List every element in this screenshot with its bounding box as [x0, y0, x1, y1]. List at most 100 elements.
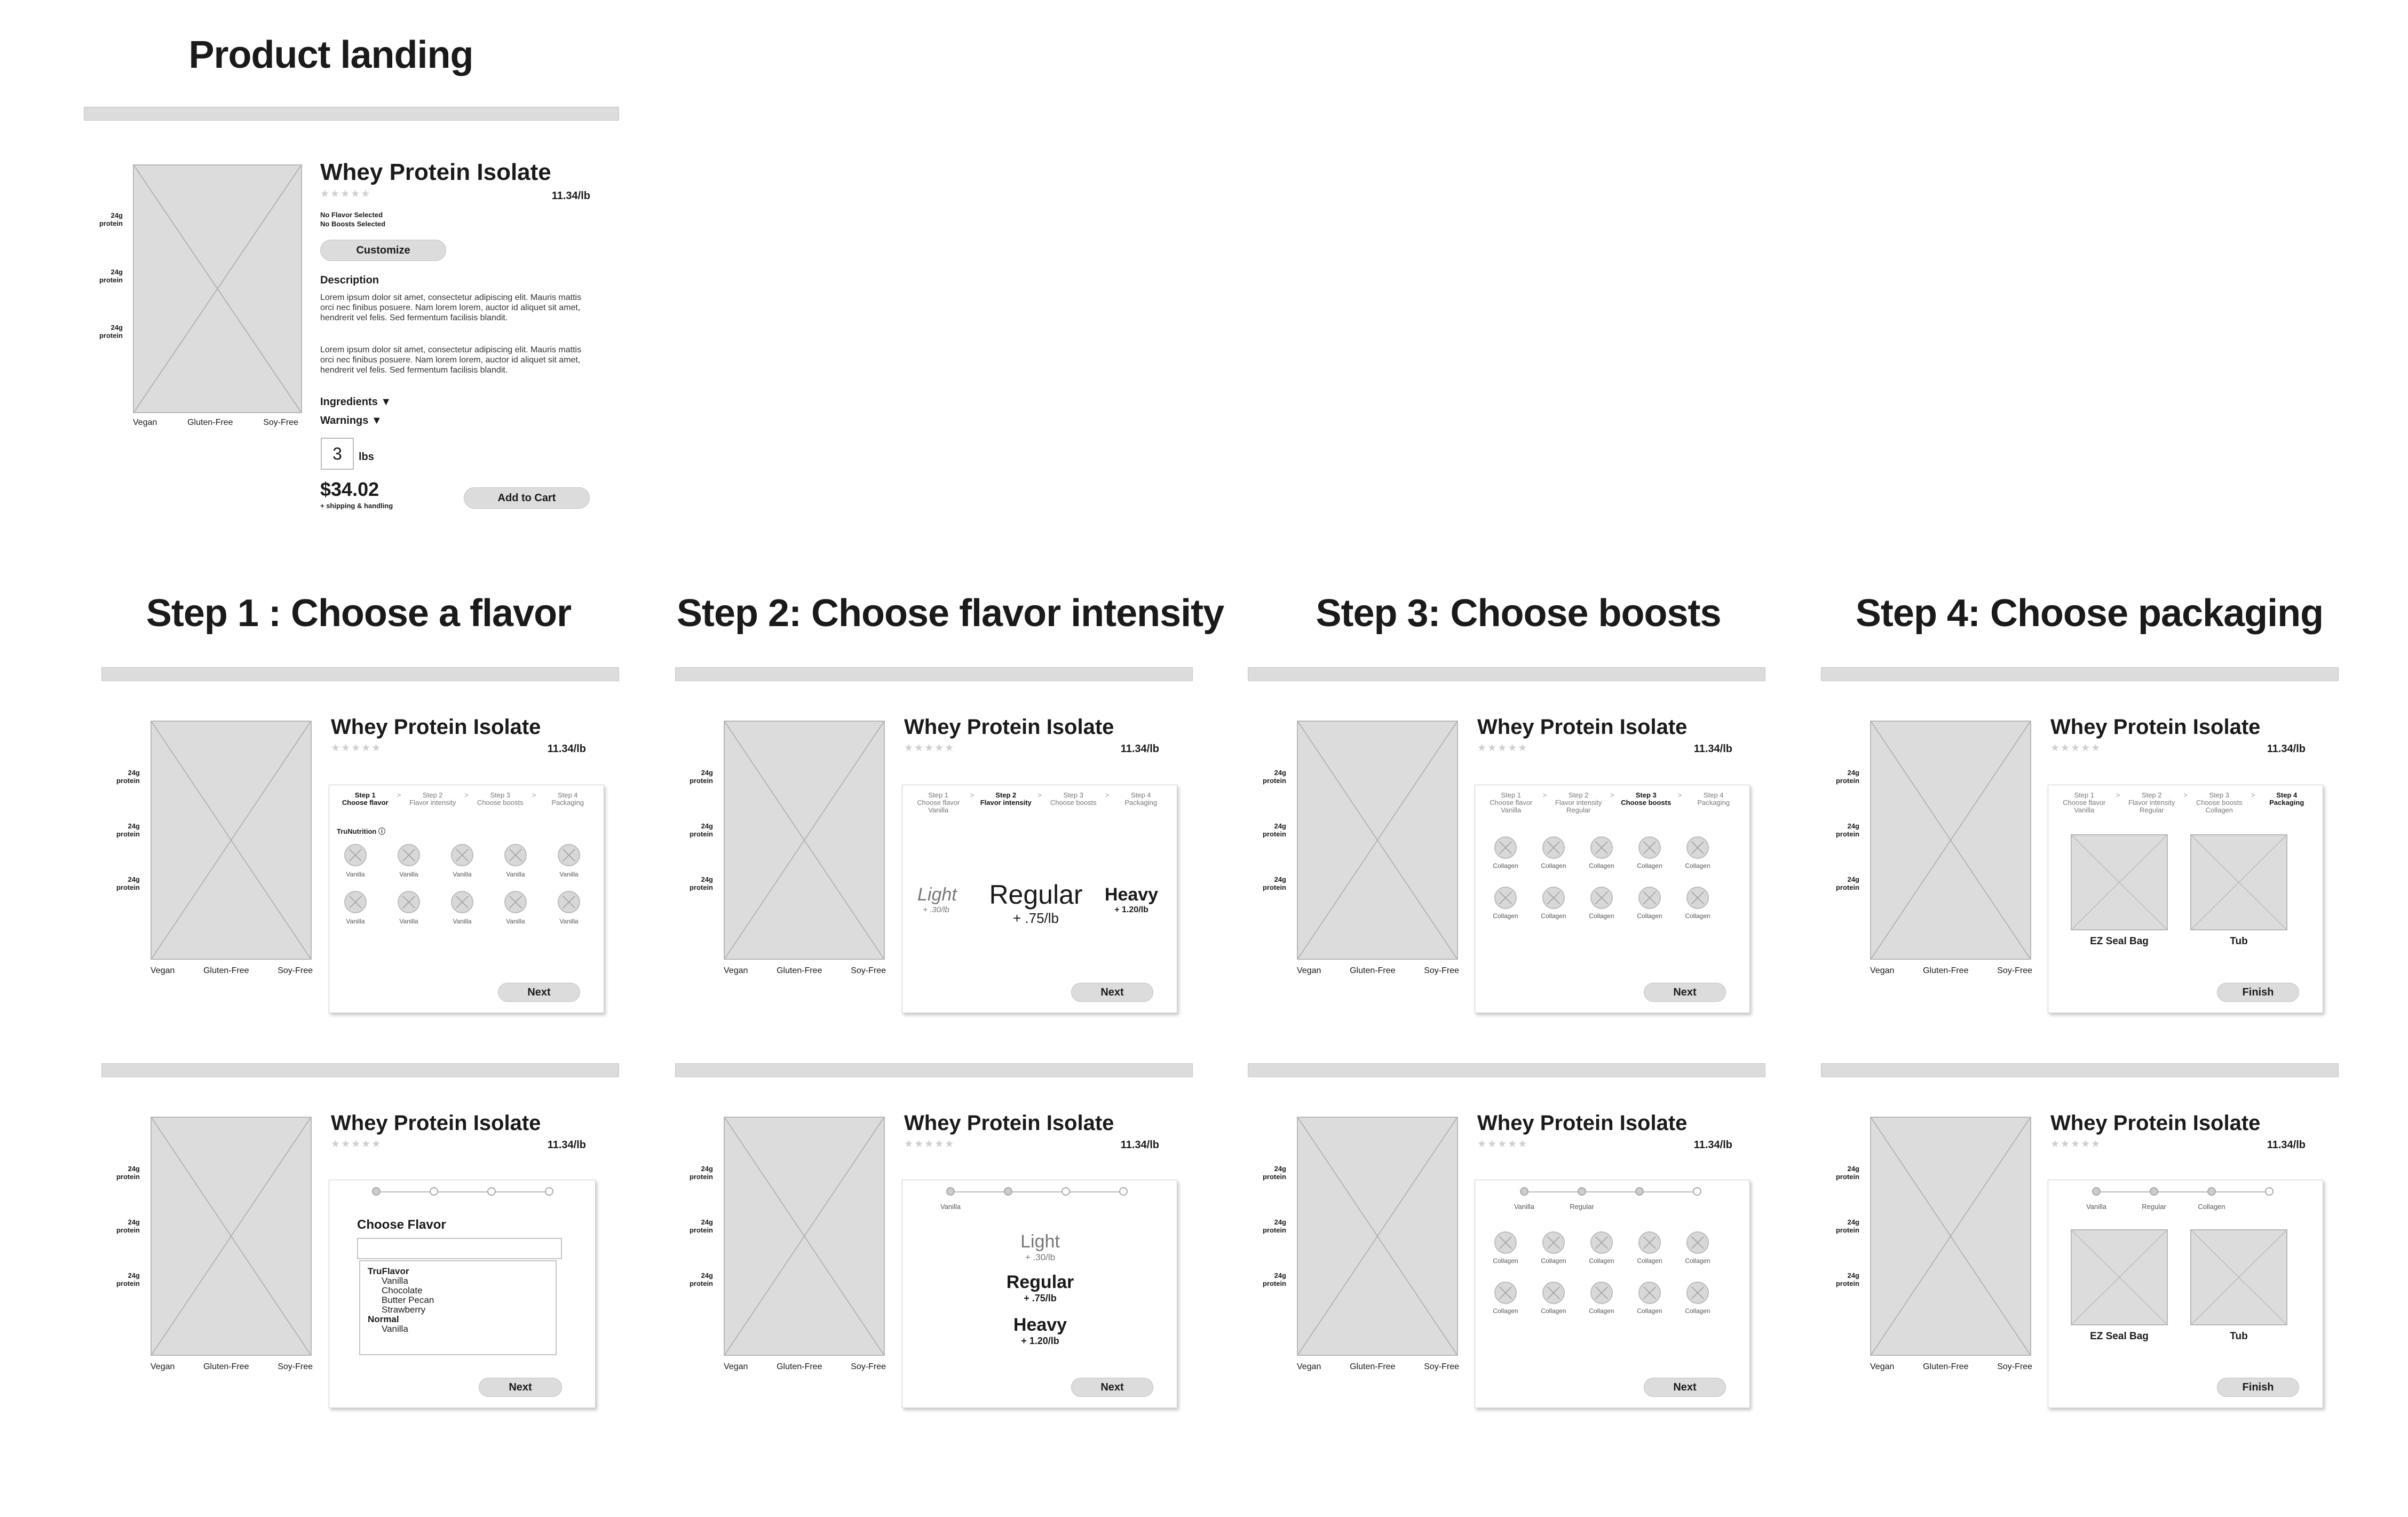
boost-option-icon[interactable]	[1542, 1282, 1565, 1304]
intensity-option-light[interactable]: Light + .30/lb	[917, 884, 957, 914]
rating-stars[interactable]: ★★★★★	[2050, 1139, 2102, 1150]
boost-option-icon[interactable]	[1686, 1282, 1709, 1304]
intensity-option-regular[interactable]: Regular + .75/lb	[1006, 1272, 1074, 1303]
flavor-option-icon[interactable]	[398, 891, 420, 913]
progress-dot[interactable]	[1520, 1187, 1528, 1196]
flavor-option-icon[interactable]	[451, 844, 473, 866]
boost-option-icon[interactable]	[1638, 1282, 1661, 1304]
wizard-step-3[interactable]: Step 3 Choose boosts	[477, 791, 524, 807]
boost-option-icon[interactable]	[1542, 887, 1565, 909]
boost-option-icon[interactable]	[1638, 836, 1661, 859]
dropdown-option[interactable]: Butter Pecan	[382, 1295, 434, 1305]
progress-dot[interactable]	[2207, 1187, 2216, 1196]
rating-stars[interactable]: ★★★★★	[904, 1139, 955, 1150]
wizard-step-2[interactable]: Step 2 Flavor intensity Regular	[1555, 791, 1602, 814]
boost-option-icon[interactable]	[1686, 836, 1709, 859]
boost-option-icon[interactable]	[1494, 1282, 1517, 1304]
finish-button[interactable]: Finish	[2217, 1378, 2299, 1397]
intensity-option-light[interactable]: Light + .30/lb	[1020, 1231, 1060, 1262]
progress-dot[interactable]	[430, 1187, 438, 1196]
ingredients-toggle[interactable]: Ingredients ▼	[320, 396, 392, 408]
intensity-option-heavy[interactable]: Heavy + 1.20/lb	[1013, 1315, 1067, 1346]
progress-dot[interactable]	[2150, 1187, 2158, 1196]
flavor-option-icon[interactable]	[344, 891, 367, 913]
progress-dot[interactable]	[1693, 1187, 1701, 1196]
boost-option-icon[interactable]	[1494, 887, 1517, 909]
next-button[interactable]: Next	[479, 1378, 562, 1397]
progress-dot[interactable]	[1062, 1187, 1070, 1196]
boost-option-icon[interactable]	[1590, 1282, 1613, 1304]
package-option-bag-image[interactable]	[2071, 1229, 2168, 1325]
flavor-option-icon[interactable]	[504, 891, 527, 913]
progress-dot[interactable]	[487, 1187, 496, 1196]
rating-stars[interactable]: ★★★★★	[331, 742, 382, 754]
wizard-step-1[interactable]: Step 1 Choose flavor	[342, 791, 389, 807]
boost-option-icon[interactable]	[1638, 887, 1661, 909]
package-option-bag-image[interactable]	[2071, 834, 2168, 930]
flavor-option-icon[interactable]	[451, 891, 473, 913]
intensity-option-regular[interactable]: Regular + .75/lb	[989, 880, 1083, 926]
rating-stars[interactable]: ★★★★★	[2050, 742, 2102, 754]
flavor-select-input[interactable]	[357, 1238, 562, 1259]
progress-dot[interactable]	[1004, 1187, 1012, 1196]
wizard-step-3[interactable]: Step 3 Choose boosts	[1050, 791, 1097, 807]
dropdown-option[interactable]: Vanilla	[382, 1324, 408, 1334]
wizard-step-3[interactable]: Step 3 Choose boosts Collagen	[2196, 791, 2243, 814]
warnings-toggle[interactable]: Warnings ▼	[320, 415, 382, 426]
progress-dot[interactable]	[2265, 1187, 2274, 1196]
wizard-step-3[interactable]: Step 3 Choose boosts	[1621, 791, 1672, 807]
wizard-step-2[interactable]: Step 2 Flavor intensity	[409, 791, 456, 807]
boost-option-icon[interactable]	[1494, 836, 1517, 859]
boost-option-icon[interactable]	[1542, 1231, 1565, 1254]
wizard-step-1[interactable]: Step 1 Choose flavor Vanilla	[2063, 791, 2106, 814]
progress-dot[interactable]	[1635, 1187, 1644, 1196]
next-button[interactable]: Next	[1644, 1378, 1726, 1397]
rating-stars[interactable]: ★★★★★	[320, 188, 371, 200]
progress-dot[interactable]	[1119, 1187, 1128, 1196]
wizard-step-2[interactable]: Step 2 Flavor intensity	[980, 791, 1032, 807]
next-button[interactable]: Next	[1071, 1378, 1153, 1397]
wizard-step-1[interactable]: Step 1 Choose flavor Vanilla	[1490, 791, 1533, 814]
package-option-tub-image[interactable]	[2190, 1229, 2287, 1325]
customize-button[interactable]: Customize	[320, 240, 446, 261]
package-option-tub-image[interactable]	[2190, 834, 2287, 930]
quantity-input[interactable]: 3	[321, 438, 354, 470]
intensity-option-heavy[interactable]: Heavy + 1.20/lb	[1104, 884, 1159, 914]
wizard-step-1[interactable]: Step 1 Choose flavor Vanilla	[917, 791, 960, 814]
boost-option-icon[interactable]	[1590, 887, 1613, 909]
add-to-cart-button[interactable]: Add to Cart	[464, 487, 590, 509]
rating-stars[interactable]: ★★★★★	[331, 1139, 382, 1150]
dropdown-option[interactable]: Chocolate	[382, 1285, 423, 1295]
rating-stars[interactable]: ★★★★★	[904, 742, 955, 754]
flavor-option-icon[interactable]	[558, 891, 580, 913]
progress-dot[interactable]	[1578, 1187, 1586, 1196]
boost-option-icon[interactable]	[1686, 887, 1709, 909]
dropdown-option[interactable]: Vanilla	[382, 1276, 408, 1286]
progress-dot[interactable]	[545, 1187, 553, 1196]
next-button[interactable]: Next	[498, 983, 580, 1002]
next-button[interactable]: Next	[1644, 983, 1726, 1002]
wizard-step-4[interactable]: Step 4 Packaging	[1697, 791, 1730, 807]
progress-dot[interactable]	[946, 1187, 955, 1196]
boost-option-icon[interactable]	[1686, 1231, 1709, 1254]
boost-option-icon[interactable]	[1590, 836, 1613, 859]
boost-option-icon[interactable]	[1590, 1231, 1613, 1254]
flavor-option-icon[interactable]	[398, 844, 420, 866]
progress-dot[interactable]	[372, 1187, 381, 1196]
wizard-step-4[interactable]: Step 4 Packaging	[551, 791, 584, 807]
progress-dot[interactable]	[2092, 1187, 2101, 1196]
finish-button[interactable]: Finish	[2217, 983, 2299, 1002]
next-button[interactable]: Next	[1071, 983, 1153, 1002]
boost-option-icon[interactable]	[1638, 1231, 1661, 1254]
wizard-step-4[interactable]: Step 4 Packaging	[1124, 791, 1158, 807]
flavor-option-icon[interactable]	[558, 844, 580, 866]
boost-option-icon[interactable]	[1494, 1231, 1517, 1254]
rating-stars[interactable]: ★★★★★	[1477, 742, 1528, 754]
flavor-option-icon[interactable]	[504, 844, 527, 866]
dropdown-option[interactable]: Strawberry	[382, 1305, 426, 1315]
rating-stars[interactable]: ★★★★★	[1477, 1139, 1528, 1150]
boost-option-icon[interactable]	[1542, 836, 1565, 859]
flavor-option-icon[interactable]	[344, 844, 367, 866]
wizard-step-4[interactable]: Step 4 Packaging	[2269, 791, 2304, 807]
wizard-step-2[interactable]: Step 2 Flavor intensity Regular	[2128, 791, 2175, 814]
